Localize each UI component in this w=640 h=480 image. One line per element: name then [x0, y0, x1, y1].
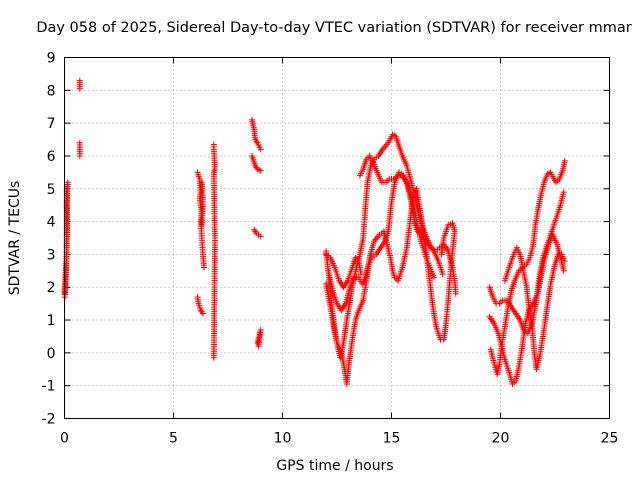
- data-point: [257, 233, 264, 240]
- data-point: [560, 189, 567, 196]
- data-points: [61, 77, 568, 387]
- x-tick-label: 20: [492, 431, 510, 447]
- data-point: [452, 290, 459, 297]
- x-tick-label: 5: [169, 431, 178, 447]
- y-tick-label: 2: [47, 280, 56, 296]
- data-point: [76, 153, 83, 159]
- axis-ticks: -2 -1 0 1 2 3 4 5 6 7 8 9 0 5 10 15 20 25: [42, 51, 619, 447]
- data-point: [76, 85, 83, 92]
- plot-frame: [64, 57, 610, 419]
- x-tick-label: 15: [383, 431, 401, 447]
- data-point: [199, 310, 206, 317]
- data-point: [210, 354, 217, 361]
- x-tick-label: 10: [274, 431, 292, 447]
- y-tick-label: 4: [47, 215, 56, 231]
- y-tick-label: 8: [47, 83, 56, 99]
- y-tick-label: -1: [42, 379, 56, 395]
- data-point: [560, 267, 567, 274]
- y-tick-label: -2: [42, 412, 56, 428]
- data-point: [257, 146, 264, 153]
- data-point: [561, 157, 568, 164]
- data-point: [438, 251, 445, 258]
- data-point: [255, 343, 262, 350]
- data-point: [257, 167, 264, 174]
- grid-lines: [64, 57, 610, 419]
- x-tick-label: 0: [60, 431, 69, 447]
- data-point: [561, 258, 568, 264]
- y-axis-label: SDTVAR / TECUs: [7, 181, 23, 296]
- data-point: [358, 271, 364, 278]
- x-tick-label: 25: [601, 431, 619, 447]
- y-tick-label: 3: [47, 247, 56, 263]
- y-tick-label: 7: [47, 116, 56, 132]
- y-tick-label: 1: [47, 313, 56, 329]
- data-point: [198, 221, 205, 228]
- y-tick-label: 6: [47, 149, 56, 165]
- x-axis-label: GPS time / hours: [276, 458, 393, 474]
- chart-title: Day 058 of 2025, Sidereal Day-to-day VTE…: [36, 20, 631, 36]
- data-point: [439, 271, 446, 278]
- y-tick-label: 0: [47, 346, 56, 362]
- y-tick-label: 5: [47, 182, 56, 198]
- y-tick-label: 9: [47, 51, 56, 67]
- data-point: [431, 274, 437, 281]
- data-point: [201, 264, 207, 271]
